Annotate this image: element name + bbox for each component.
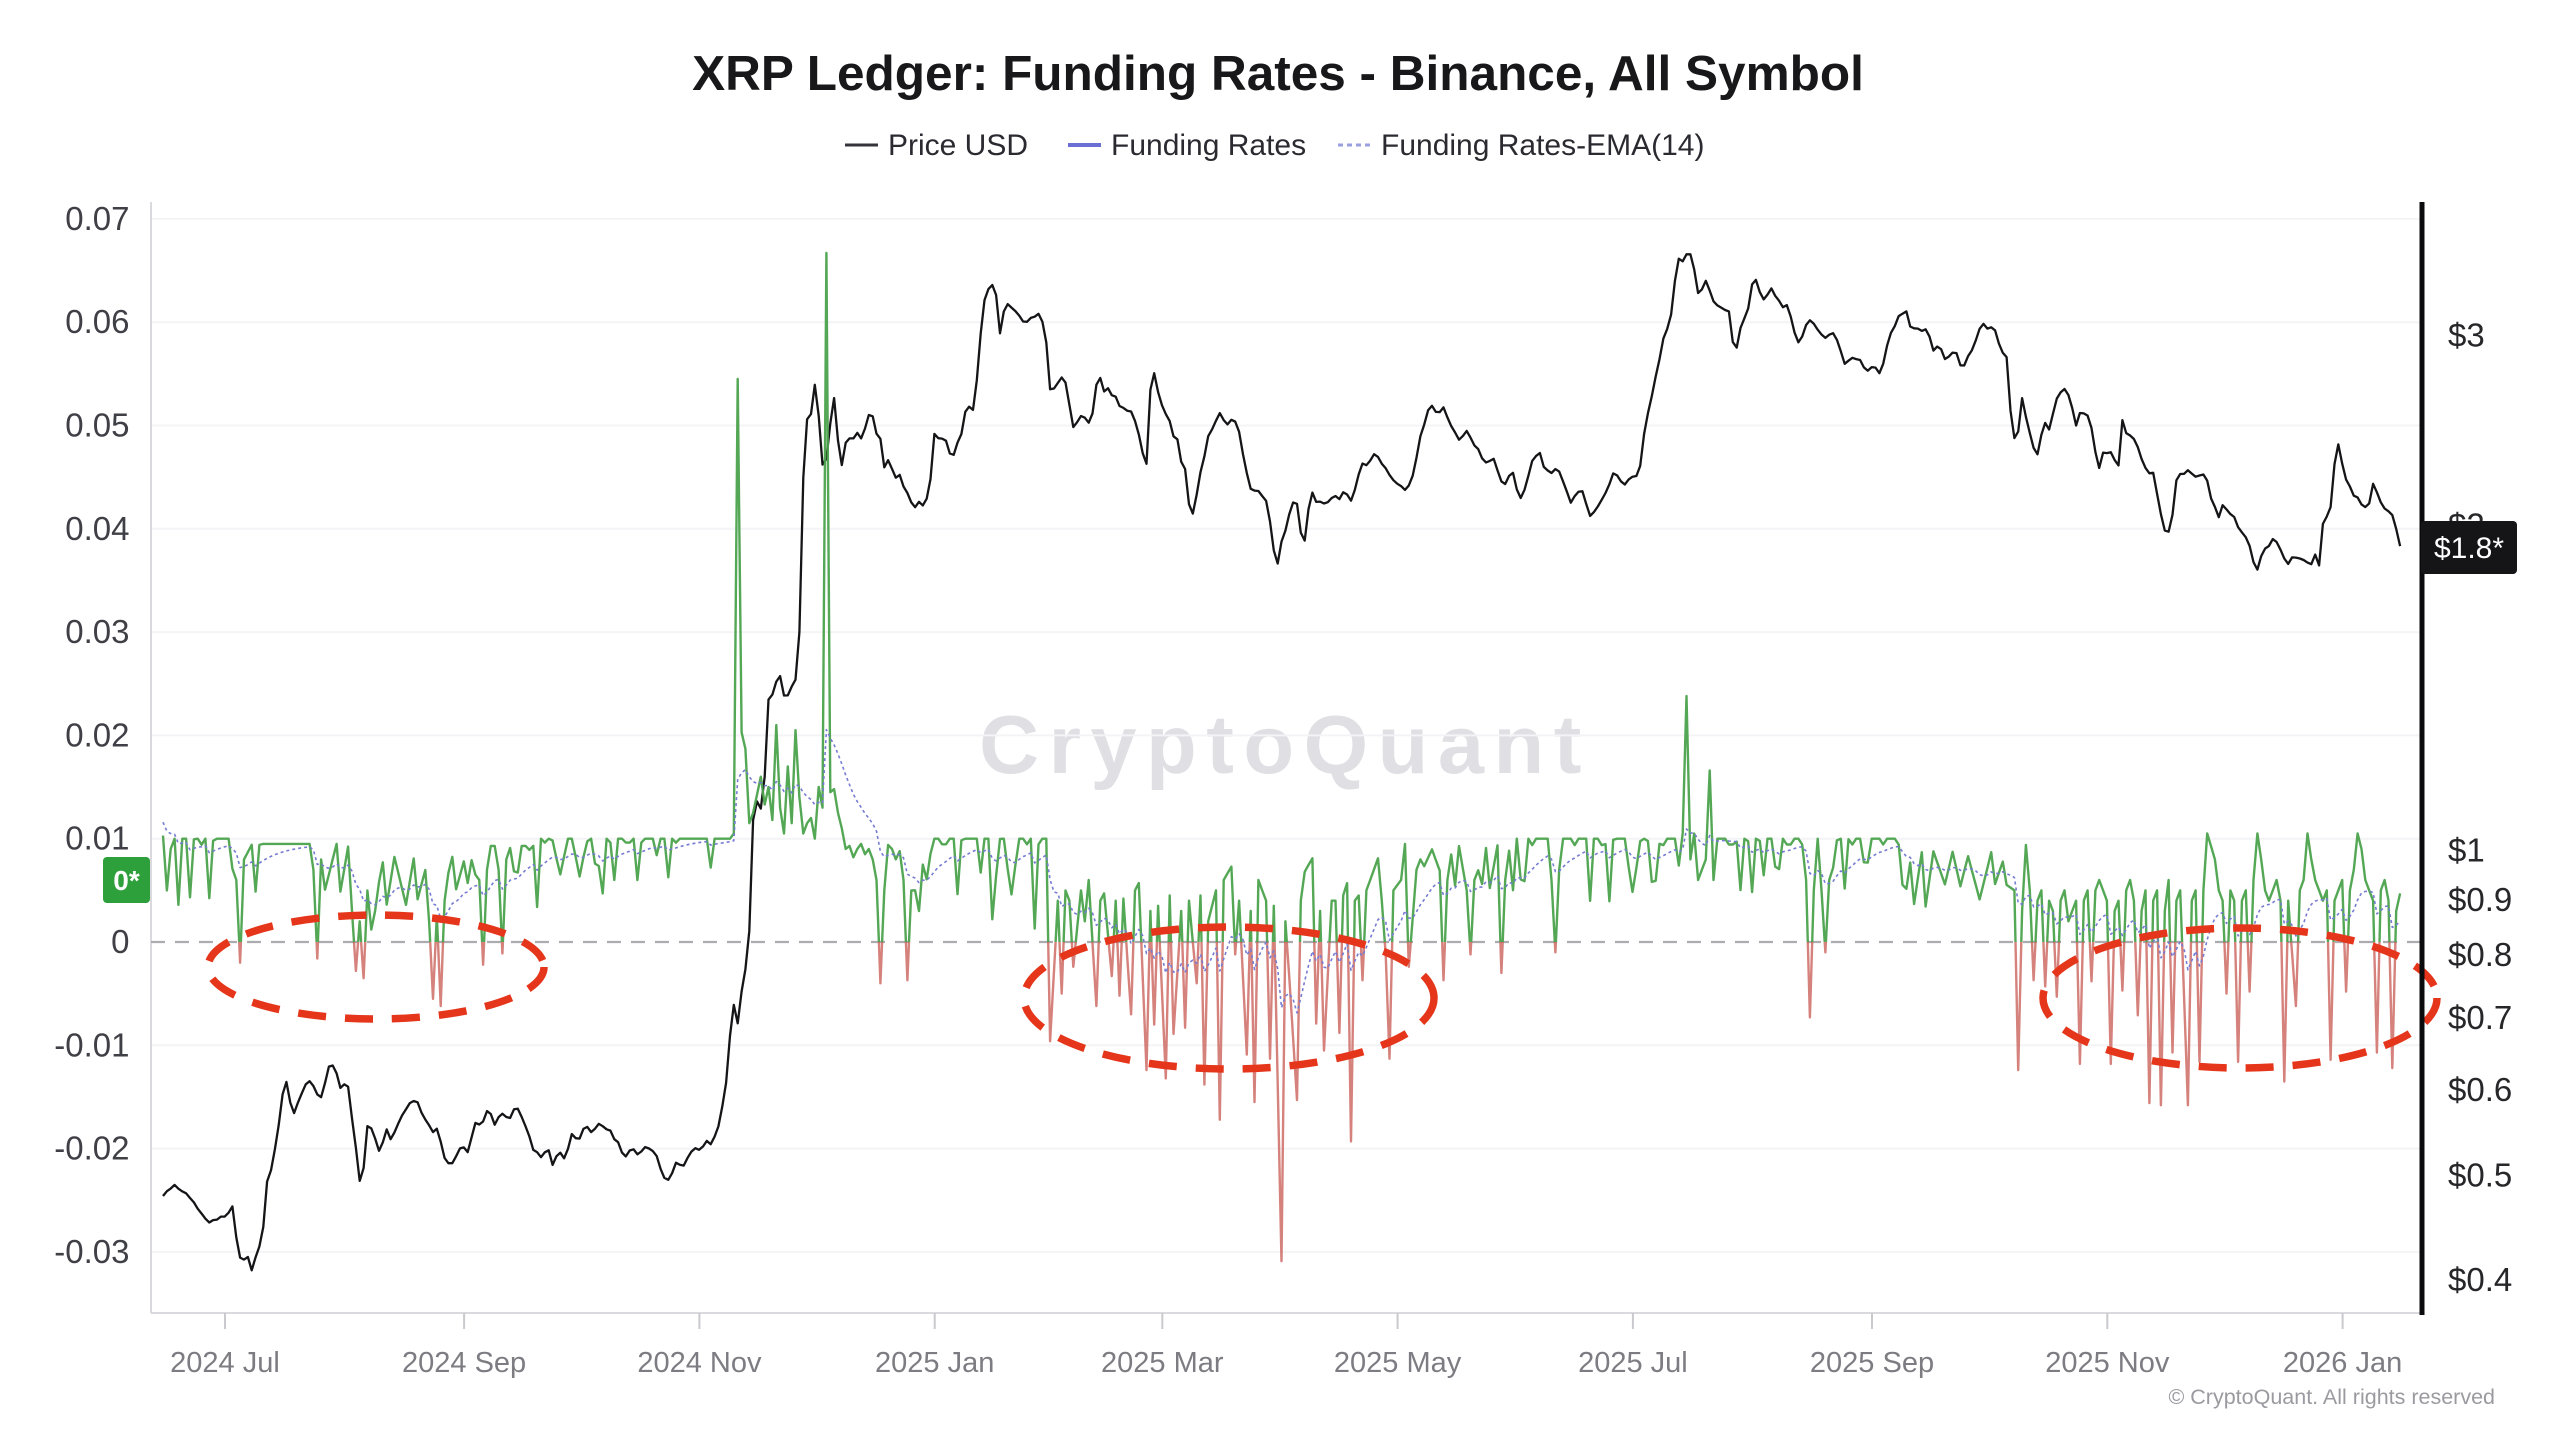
svg-text:0.07: 0.07 bbox=[65, 200, 129, 237]
svg-text:$0.4: $0.4 bbox=[2448, 1261, 2512, 1298]
svg-text:Price USD: Price USD bbox=[888, 129, 1028, 162]
svg-text:$0.8: $0.8 bbox=[2448, 936, 2512, 973]
svg-text:-0.02: -0.02 bbox=[54, 1130, 129, 1167]
svg-text:Funding Rates-EMA(14): Funding Rates-EMA(14) bbox=[1381, 129, 1704, 162]
svg-text:$0.9: $0.9 bbox=[2448, 881, 2512, 918]
svg-text:2024 Jul: 2024 Jul bbox=[170, 1347, 280, 1379]
svg-text:2025 Mar: 2025 Mar bbox=[1101, 1347, 1224, 1379]
svg-text:0: 0 bbox=[111, 923, 129, 960]
svg-text:-0.03: -0.03 bbox=[54, 1233, 129, 1270]
svg-text:2025 Sep: 2025 Sep bbox=[1810, 1347, 1934, 1379]
svg-text:$0.7: $0.7 bbox=[2448, 999, 2512, 1036]
svg-text:-0.01: -0.01 bbox=[54, 1026, 129, 1063]
svg-text:0.02: 0.02 bbox=[65, 716, 129, 753]
svg-text:$1: $1 bbox=[2448, 832, 2485, 869]
svg-text:2025 Jan: 2025 Jan bbox=[875, 1347, 994, 1379]
svg-text:Funding Rates: Funding Rates bbox=[1111, 129, 1306, 162]
svg-text:XRP Ledger: Funding Rates - Bi: XRP Ledger: Funding Rates - Binance, All… bbox=[692, 46, 1864, 101]
svg-text:2024 Sep: 2024 Sep bbox=[402, 1347, 526, 1379]
svg-text:$0.5: $0.5 bbox=[2448, 1157, 2512, 1194]
svg-text:2025 May: 2025 May bbox=[1334, 1347, 1462, 1379]
svg-text:2025 Nov: 2025 Nov bbox=[2045, 1347, 2170, 1379]
svg-text:$3: $3 bbox=[2448, 316, 2485, 353]
svg-text:2024 Nov: 2024 Nov bbox=[637, 1347, 762, 1379]
svg-text:$0.6: $0.6 bbox=[2448, 1071, 2512, 1108]
svg-text:0.01: 0.01 bbox=[65, 820, 129, 857]
svg-text:0.05: 0.05 bbox=[65, 407, 129, 444]
svg-text:0.04: 0.04 bbox=[65, 510, 129, 547]
svg-text:0.06: 0.06 bbox=[65, 303, 129, 340]
svg-text:0.03: 0.03 bbox=[65, 613, 129, 650]
svg-text:$1.8*: $1.8* bbox=[2434, 532, 2504, 565]
svg-text:© CryptoQuant. All rights rese: © CryptoQuant. All rights reserved bbox=[2168, 1385, 2495, 1409]
svg-text:0*: 0* bbox=[113, 865, 140, 896]
svg-text:2026 Jan: 2026 Jan bbox=[2283, 1347, 2402, 1379]
svg-text:CryptoQuant: CryptoQuant bbox=[979, 698, 1591, 791]
svg-text:2025 Jul: 2025 Jul bbox=[1578, 1347, 1688, 1379]
